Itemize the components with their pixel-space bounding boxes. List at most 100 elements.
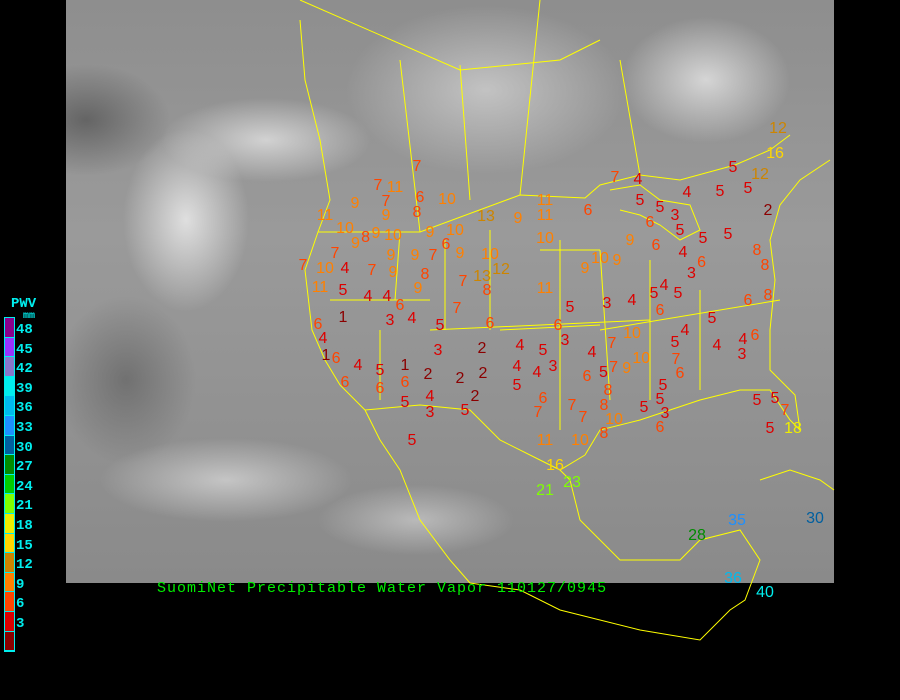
station-pwv-value: 6	[395, 296, 405, 314]
station-pwv-value: 10	[536, 229, 554, 247]
station-pwv-value: 10	[605, 410, 623, 428]
gulf-coast	[584, 159, 831, 456]
station-pwv-value: 7	[671, 350, 681, 368]
legend-bin	[5, 513, 14, 534]
legend-tick: 48	[16, 322, 33, 338]
station-pwv-value: 6	[331, 349, 341, 367]
station-pwv-value: 7	[533, 403, 543, 421]
legend-tick: 42	[16, 361, 33, 378]
legend-bin	[5, 396, 14, 416]
station-pwv-value: 4	[318, 330, 328, 348]
station-pwv-value: 9	[350, 194, 360, 212]
station-pwv-value: 5	[655, 390, 665, 408]
station-pwv-value: 1	[400, 356, 410, 374]
station-pwv-value: 7	[298, 256, 308, 274]
state-lines	[318, 230, 781, 430]
station-pwv-value: 35	[728, 511, 746, 529]
map-title: SuomiNet Precipitable Water Vapor 110127…	[157, 580, 608, 597]
station-pwv-value: 9	[413, 280, 423, 298]
station-pwv-value: 7	[609, 358, 618, 376]
station-pwv-value: 5	[598, 363, 608, 381]
station-pwv-value: 4	[738, 331, 748, 349]
station-pwv-value: 9	[410, 246, 420, 264]
station-pwv-value: 2	[455, 369, 465, 387]
station-pwv-value: 5	[707, 309, 717, 327]
station-pwv-value: 11	[536, 279, 554, 297]
station-pwv-value: 11	[536, 431, 554, 449]
station-pwv-value: 9	[425, 223, 435, 241]
us-canada-border	[318, 134, 791, 233]
station-pwv-value: 7	[610, 168, 620, 186]
legend-bin	[5, 376, 14, 397]
station-pwv-value: 9	[513, 209, 523, 227]
station-pwv-value: 28	[688, 526, 706, 544]
legend-bin	[5, 455, 14, 475]
legend-tick: 9	[16, 576, 25, 593]
station-pwv-value: 4	[682, 183, 692, 201]
station-pwv-value: 2	[477, 339, 487, 357]
station-pwv-value: 3	[425, 403, 435, 421]
station-pwv-value: 5	[512, 376, 522, 394]
station-pwv-value: 3	[686, 264, 696, 282]
station-pwv-value: 6	[655, 301, 665, 319]
station-pwv-value: 8	[482, 281, 492, 299]
station-pwv-value: 4	[587, 343, 597, 361]
station-pwv-value: 5	[460, 401, 470, 419]
station-pwv-value: 8	[599, 424, 609, 442]
station-pwv-value: 10	[316, 259, 334, 277]
station-pwv-value: 4	[659, 276, 669, 294]
station-pwv-value: 23	[563, 473, 581, 491]
station-pwv-value: 7	[330, 244, 340, 262]
station-pwv-value: 7	[567, 396, 577, 414]
station-pwv-value: 5	[565, 298, 575, 316]
station-pwv-value: 11	[536, 191, 554, 209]
station-pwv-value: 21	[536, 481, 554, 499]
canada-provinces	[299, 0, 641, 233]
station-pwv-value: 3	[433, 341, 443, 359]
station-pwv-value: 10	[384, 226, 402, 244]
station-pwv-value: 4	[407, 309, 417, 327]
legend-tick: 33	[16, 420, 33, 436]
station-pwv-value: 5	[375, 361, 385, 379]
station-pwv-value: 12	[751, 165, 769, 183]
station-pwv-value: 7	[578, 408, 588, 426]
station-pwv-value: 5	[435, 316, 445, 334]
station-pwv-value: 7	[428, 246, 438, 264]
station-pwv-value: 5	[538, 341, 548, 359]
legend-tick: 12	[16, 557, 33, 574]
station-pwv-value: 9	[388, 263, 398, 281]
legend-tick: 30	[16, 439, 33, 456]
station-pwv-value: 5	[635, 191, 645, 209]
station-pwv-value: 30	[806, 509, 824, 527]
station-pwv-value: 6	[441, 236, 451, 254]
station-pwv-value: 4	[627, 291, 637, 309]
station-pwv-value: 4	[363, 287, 373, 305]
station-pwv-value: 9	[381, 207, 391, 225]
station-pwv-value: 5	[743, 180, 753, 198]
station-pwv-value: 9	[455, 244, 465, 262]
station-pwv-value: 8	[752, 241, 762, 259]
station-pwv-value: 11	[316, 206, 334, 224]
station-pwv-value: 3	[660, 405, 670, 423]
station-pwv-value: 7	[458, 272, 468, 290]
station-pwv-value: 3	[737, 345, 747, 363]
station-pwv-value: 4	[633, 170, 643, 188]
station-pwv-value: 9	[580, 259, 590, 277]
legend-tick: 6	[16, 596, 25, 613]
station-pwv-value: 8	[412, 203, 422, 221]
cuba	[759, 469, 835, 491]
station-pwv-value: 6	[750, 326, 760, 344]
station-pwv-value: 10	[632, 349, 651, 367]
station-pwv-value: 6	[651, 236, 661, 254]
station-pwv-value: 6	[582, 367, 592, 385]
station-pwv-value: 36	[724, 569, 742, 587]
station-pwv-value: 4	[425, 387, 435, 405]
station-pwv-value: 7	[780, 401, 790, 419]
station-pwv-value: 4	[678, 243, 688, 261]
station-pwv-value: 4	[515, 336, 525, 354]
station-pwv-value: 5	[698, 229, 708, 247]
station-pwv-value: 11	[386, 179, 404, 197]
station-pwv-value: 40	[756, 583, 774, 601]
station-pwv-value: 8	[599, 396, 609, 414]
station-pwv-value: 3	[560, 331, 570, 349]
